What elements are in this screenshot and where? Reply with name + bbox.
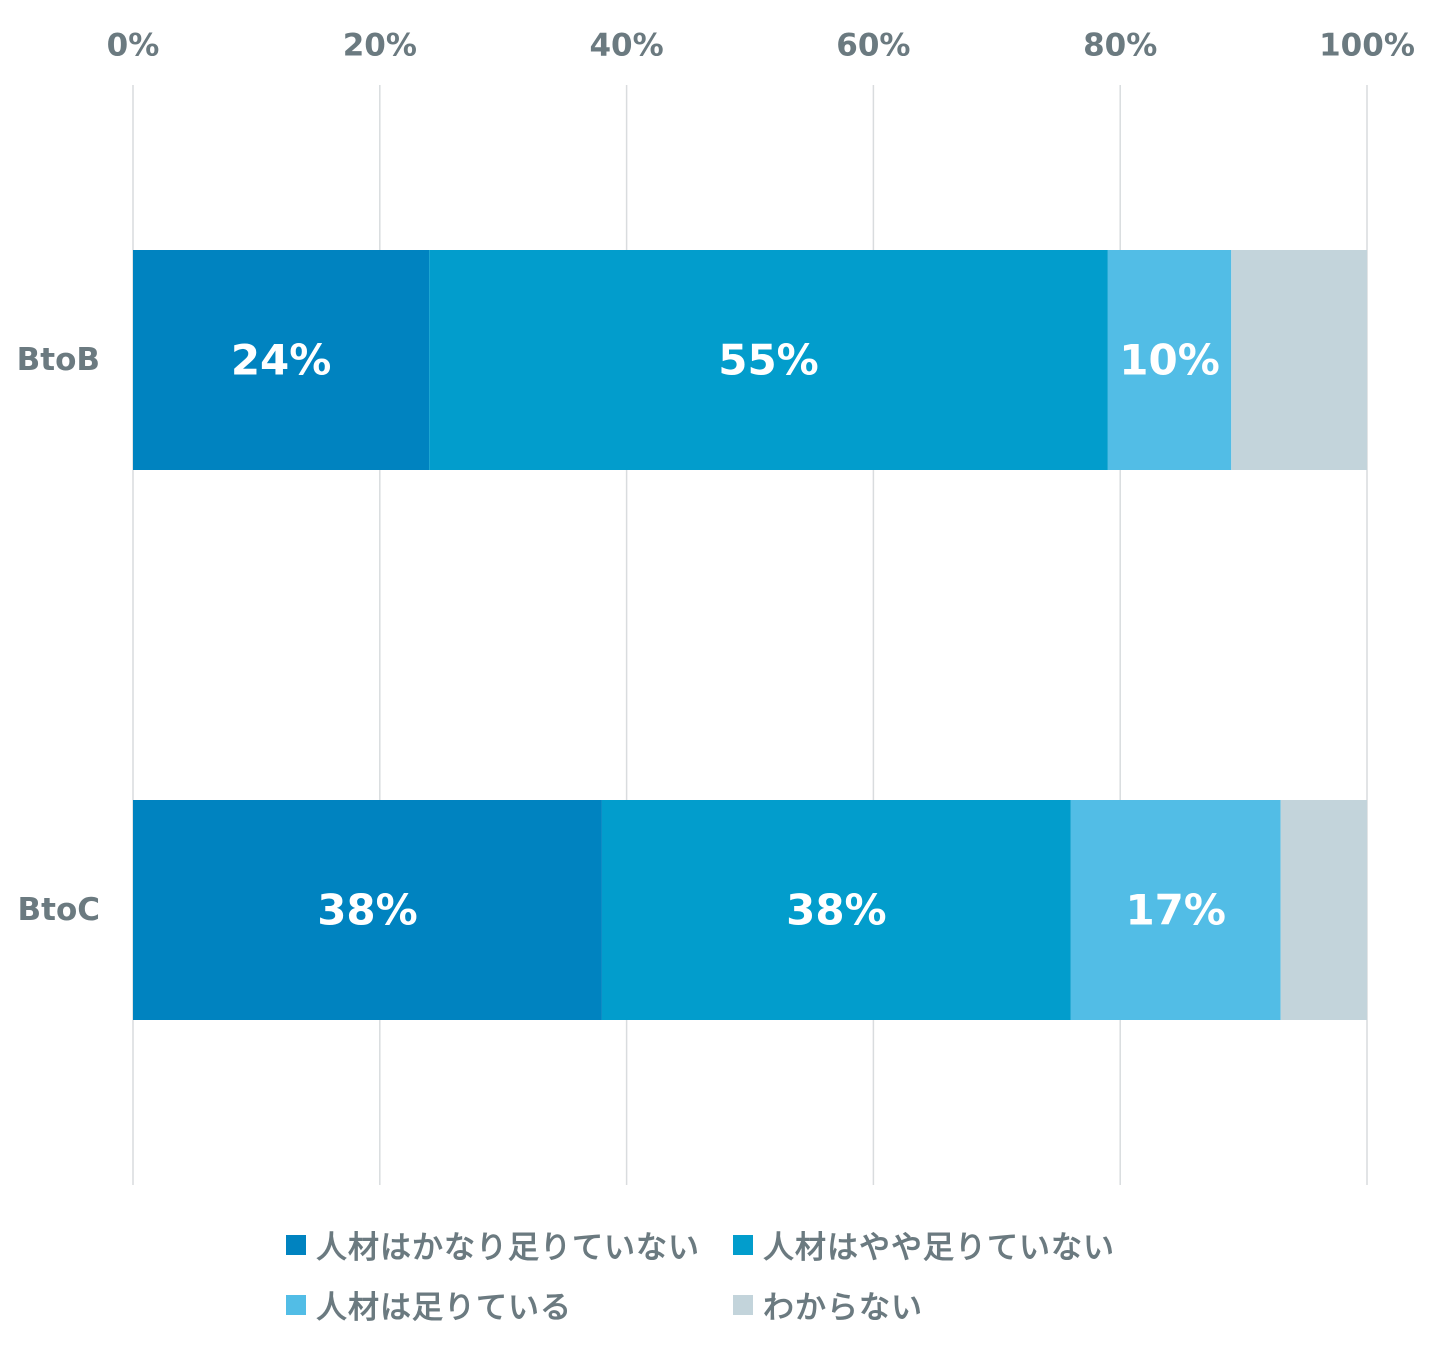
legend-label-1: 人材はかなり足りていない bbox=[316, 1230, 700, 1266]
x-tick-label: 40% bbox=[589, 28, 663, 64]
bar-segment bbox=[133, 250, 430, 470]
bar-segment bbox=[601, 800, 1071, 1020]
legend-swatch-1 bbox=[286, 1234, 306, 1255]
data-label: 24% bbox=[231, 336, 332, 385]
legend-item-3: 人材は足りている bbox=[286, 1282, 572, 1327]
x-tick-label: 20% bbox=[343, 28, 417, 64]
stacked-bar-chart: 0% 20% 40% 60% 80% 100% 24% 55% 10% 38% 38% 17% Bt… bbox=[17, 28, 1415, 1185]
legend-swatch-2 bbox=[733, 1234, 753, 1255]
x-tick-label: 60% bbox=[836, 28, 910, 64]
legend-swatch-4 bbox=[733, 1294, 753, 1315]
category-labels: BtoB BtoC bbox=[17, 342, 100, 928]
legend-item-2: 人材はやや足りていない bbox=[733, 1222, 1115, 1267]
data-label: 38% bbox=[317, 886, 418, 935]
category-label: BtoC bbox=[18, 892, 101, 928]
data-label: 55% bbox=[718, 336, 819, 385]
legend-item-1: 人材はかなり足りていない bbox=[286, 1222, 700, 1267]
data-label: 38% bbox=[786, 886, 887, 935]
bar-segment bbox=[1231, 250, 1367, 470]
x-tick-label: 80% bbox=[1083, 28, 1157, 64]
data-label: 17% bbox=[1125, 886, 1226, 935]
bar-segment bbox=[1070, 800, 1281, 1020]
x-tick-label: 100% bbox=[1319, 28, 1415, 64]
bar-segment bbox=[1280, 800, 1367, 1020]
legend-swatch-3 bbox=[286, 1294, 306, 1315]
legend-label-3: 人材は足りている bbox=[316, 1290, 572, 1326]
bars: 24% 55% 10% 38% 38% 17% bbox=[133, 250, 1367, 1020]
legend-label-4: わからない bbox=[763, 1290, 923, 1326]
bar-segment bbox=[133, 800, 602, 1020]
legend-label-2: 人材はやや足りていない bbox=[763, 1230, 1115, 1266]
data-label: 10% bbox=[1119, 336, 1220, 385]
legend-item-4: わからない bbox=[733, 1282, 923, 1327]
category-label: BtoB bbox=[17, 342, 100, 378]
bar-segment bbox=[1107, 250, 1232, 470]
x-tick-label: 0% bbox=[107, 28, 160, 64]
x-axis-ticks: 0% 20% 40% 60% 80% 100% bbox=[107, 28, 1415, 64]
bar-segment bbox=[429, 250, 1108, 470]
